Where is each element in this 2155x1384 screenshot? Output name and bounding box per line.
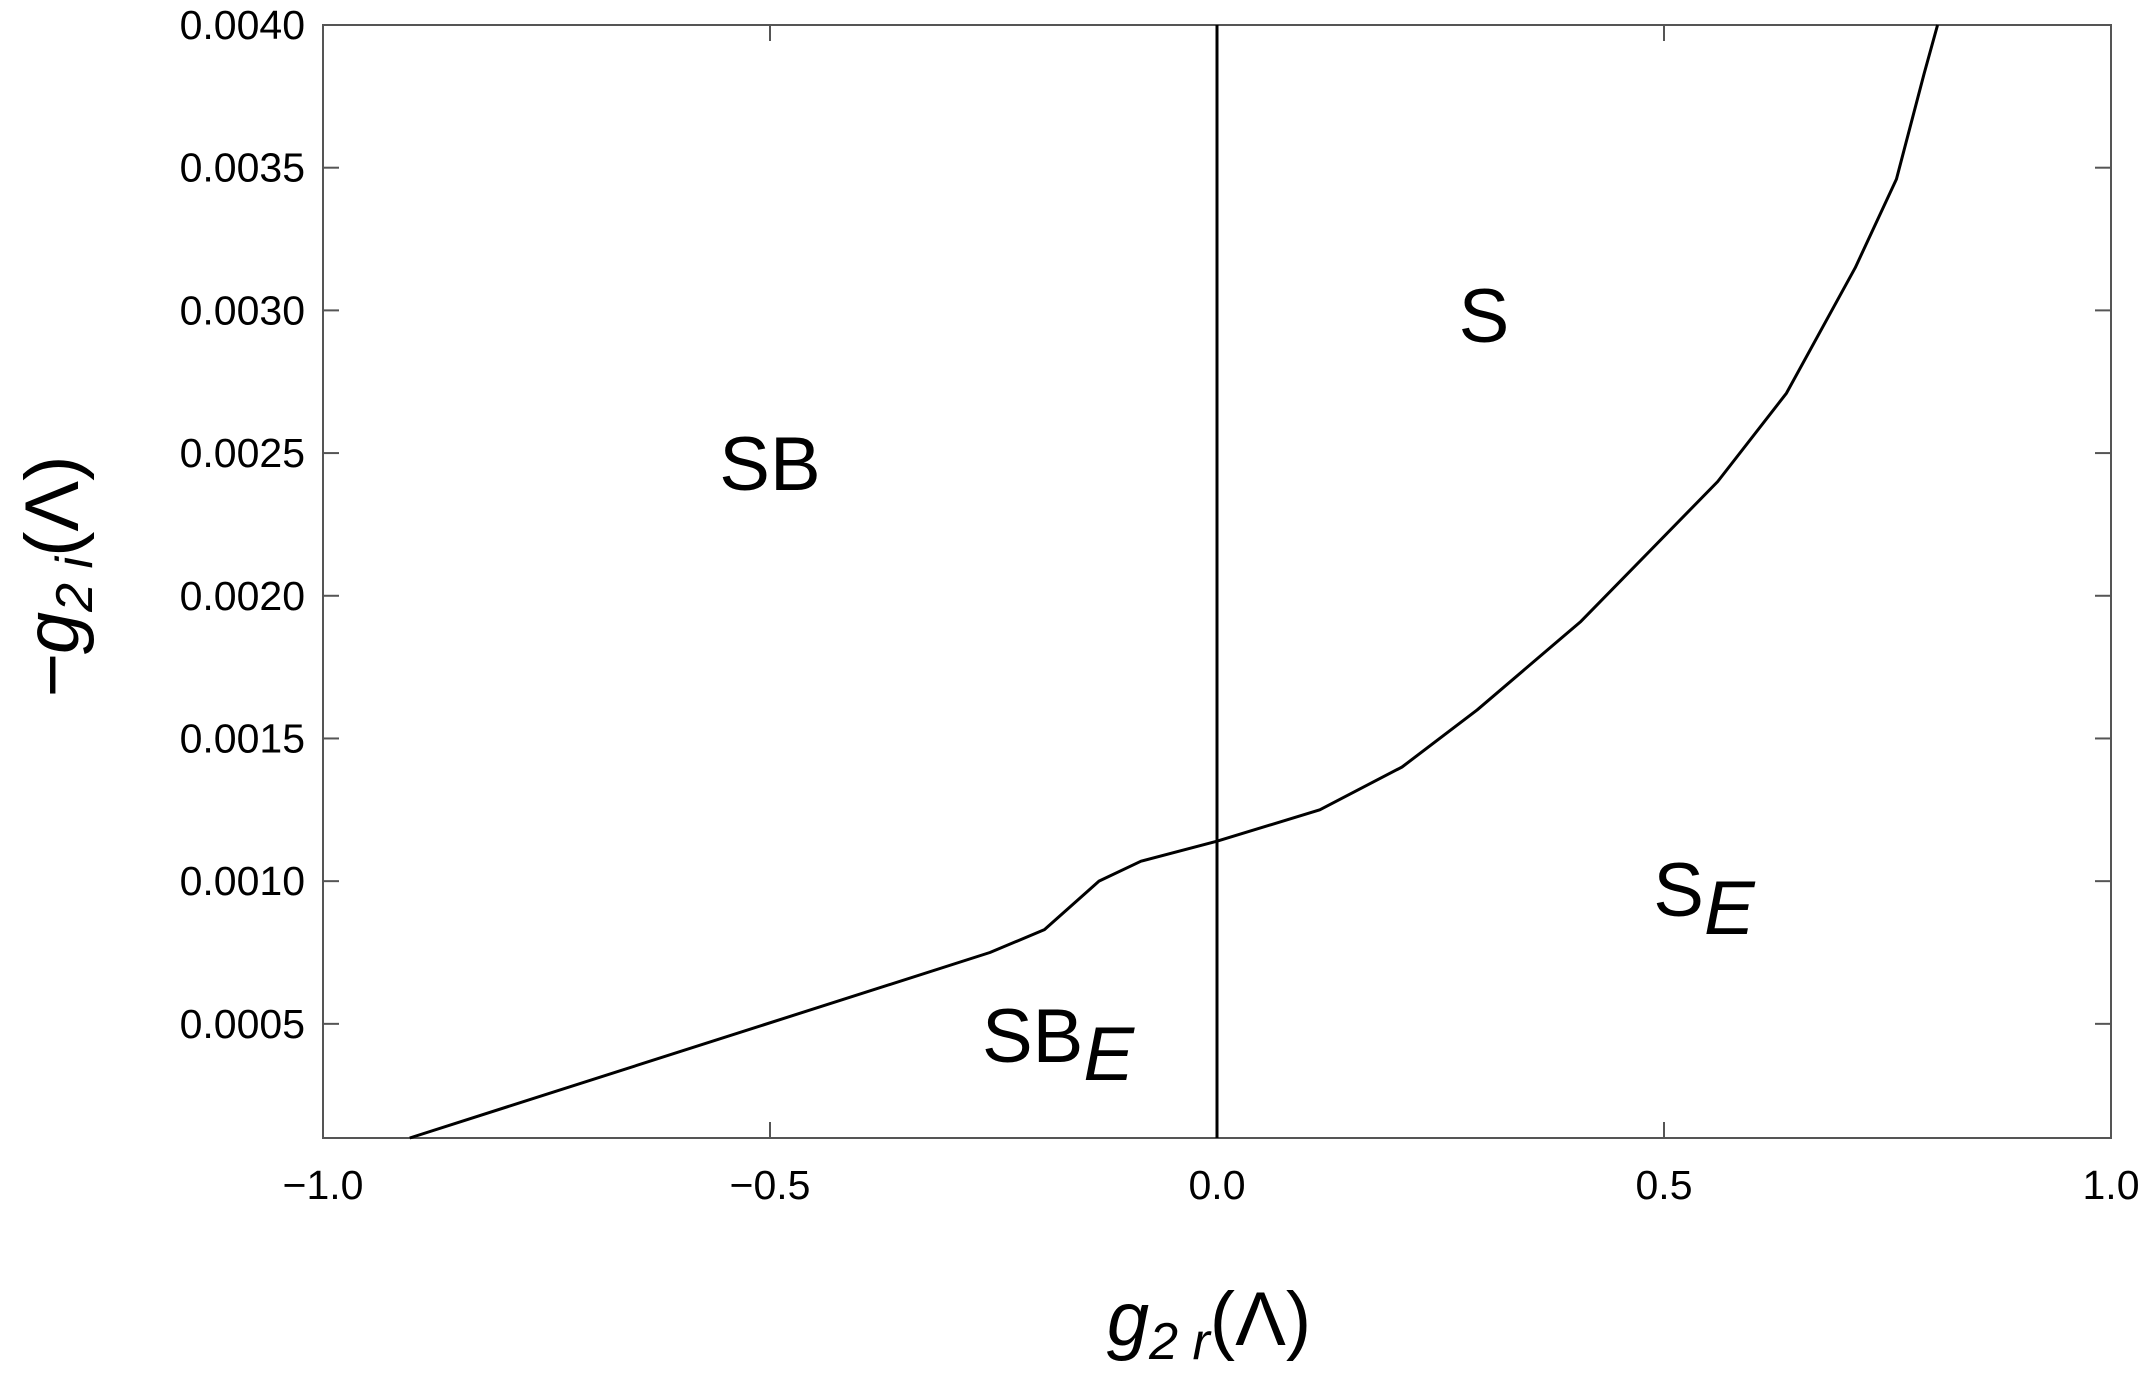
x-label-main: g	[1107, 1277, 1149, 1362]
region-label: S	[1459, 274, 1510, 359]
x-tick-label: −0.5	[730, 1162, 811, 1208]
region-label-sub: E	[1083, 1012, 1135, 1097]
x-tick-label: 0.5	[1636, 1162, 1693, 1208]
y-tick-label: 0.0030	[180, 287, 305, 333]
y-tick-label: 0.0040	[180, 2, 305, 48]
x-label-tail: (Λ)	[1210, 1277, 1311, 1362]
y-label-main: −g	[10, 612, 95, 699]
region-label: SB	[719, 422, 820, 507]
curve	[409, 24, 1940, 1140]
region-label-main: S	[1459, 274, 1510, 359]
y-axis-label: −g2 i(Λ)	[10, 456, 104, 699]
x-tick-label: −1.0	[283, 1162, 364, 1208]
y-tick-label: 0.0035	[180, 145, 305, 191]
x-tick-label: 1.0	[2083, 1162, 2140, 1208]
y-tick-label: 0.0025	[180, 430, 305, 476]
y-label-sub: 2 i	[46, 555, 104, 612]
x-axis-label: g2 r(Λ)	[1107, 1277, 1311, 1371]
x-label-sub: 2 r	[1148, 1313, 1212, 1371]
region-label-main: SB	[719, 422, 820, 507]
y-tick-label: 0.0015	[180, 715, 305, 761]
region-label: SE	[1653, 848, 1756, 951]
y-tick-label: 0.0005	[180, 1001, 305, 1047]
region-label-main: SB	[982, 994, 1083, 1079]
y-tick-label: 0.0020	[180, 573, 305, 619]
region-label-sub: E	[1704, 866, 1756, 951]
region-label: SBE	[982, 994, 1135, 1097]
region-label-main: S	[1653, 848, 1704, 933]
y-label-tail: (Λ)	[10, 456, 95, 557]
x-tick-label: 0.0	[1189, 1162, 1246, 1208]
y-tick-label: 0.0010	[180, 858, 305, 904]
